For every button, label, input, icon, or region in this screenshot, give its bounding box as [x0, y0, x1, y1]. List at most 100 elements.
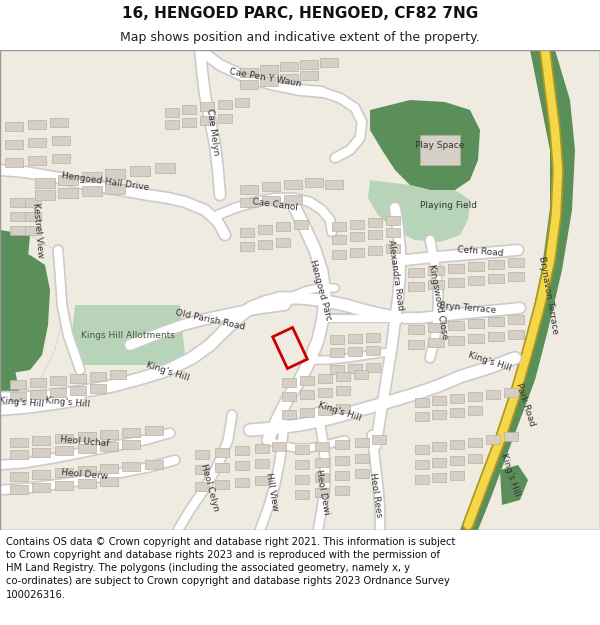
Polygon shape: [295, 460, 309, 469]
Polygon shape: [354, 370, 368, 379]
Polygon shape: [100, 464, 118, 473]
Polygon shape: [330, 348, 344, 357]
Polygon shape: [315, 458, 329, 467]
Text: Heol Uchaf: Heol Uchaf: [60, 436, 110, 449]
Polygon shape: [255, 476, 269, 485]
Polygon shape: [145, 460, 163, 469]
Polygon shape: [262, 182, 280, 191]
Polygon shape: [280, 74, 298, 83]
Polygon shape: [508, 315, 524, 324]
Polygon shape: [262, 196, 280, 205]
Polygon shape: [195, 465, 209, 474]
Text: Hengoed Parc: Hengoed Parc: [308, 259, 332, 321]
Polygon shape: [415, 412, 429, 421]
Polygon shape: [415, 398, 429, 407]
Polygon shape: [408, 340, 424, 349]
Polygon shape: [332, 250, 346, 259]
Polygon shape: [32, 470, 50, 479]
Polygon shape: [428, 323, 444, 332]
Polygon shape: [486, 390, 500, 399]
Polygon shape: [32, 436, 50, 445]
Polygon shape: [195, 482, 209, 491]
Polygon shape: [240, 80, 258, 89]
Polygon shape: [105, 169, 125, 179]
Polygon shape: [165, 120, 179, 129]
Polygon shape: [30, 378, 46, 387]
Polygon shape: [420, 135, 460, 165]
Text: King's Hill: King's Hill: [46, 396, 91, 408]
Text: King's Hill: King's Hill: [467, 351, 512, 373]
Polygon shape: [110, 370, 126, 379]
Polygon shape: [52, 136, 70, 145]
Polygon shape: [428, 266, 444, 275]
Text: Cae Melyn: Cae Melyn: [205, 108, 221, 156]
Polygon shape: [450, 394, 464, 403]
Polygon shape: [415, 475, 429, 484]
Polygon shape: [82, 172, 102, 182]
Polygon shape: [368, 230, 382, 239]
Polygon shape: [260, 77, 278, 86]
Polygon shape: [100, 430, 118, 439]
Polygon shape: [10, 212, 26, 221]
Polygon shape: [78, 466, 96, 475]
Polygon shape: [386, 228, 400, 237]
Polygon shape: [355, 454, 369, 463]
Polygon shape: [90, 372, 106, 381]
Polygon shape: [368, 218, 382, 227]
Polygon shape: [488, 317, 504, 326]
Polygon shape: [468, 276, 484, 285]
Polygon shape: [366, 346, 380, 355]
Polygon shape: [295, 445, 309, 454]
Polygon shape: [52, 154, 70, 163]
Text: Cefn Road: Cefn Road: [457, 246, 503, 259]
Polygon shape: [408, 282, 424, 291]
Polygon shape: [50, 118, 68, 127]
Polygon shape: [282, 378, 296, 387]
Polygon shape: [330, 365, 344, 374]
Polygon shape: [55, 481, 73, 490]
Polygon shape: [450, 440, 464, 449]
Text: King's Hill: King's Hill: [499, 452, 521, 498]
Polygon shape: [415, 460, 429, 469]
Polygon shape: [336, 386, 350, 395]
Polygon shape: [10, 198, 26, 207]
Polygon shape: [30, 390, 46, 399]
Polygon shape: [15, 235, 65, 395]
Polygon shape: [32, 483, 50, 492]
Text: Cae Canol: Cae Canol: [251, 198, 298, 212]
Polygon shape: [260, 65, 278, 74]
Polygon shape: [90, 384, 106, 393]
Polygon shape: [355, 469, 369, 478]
Polygon shape: [468, 438, 482, 447]
Polygon shape: [70, 305, 185, 365]
Text: King's Hill: King's Hill: [0, 396, 44, 408]
Text: Kingswood Close: Kingswood Close: [427, 264, 449, 341]
Polygon shape: [200, 116, 214, 125]
Polygon shape: [366, 333, 380, 342]
Polygon shape: [280, 62, 298, 71]
Polygon shape: [432, 458, 446, 467]
Polygon shape: [10, 438, 28, 447]
Polygon shape: [58, 188, 78, 198]
Text: Hill View: Hill View: [264, 472, 280, 512]
Polygon shape: [368, 246, 382, 255]
Polygon shape: [318, 374, 332, 383]
Polygon shape: [10, 472, 28, 481]
Polygon shape: [504, 388, 518, 397]
Polygon shape: [5, 140, 23, 149]
Polygon shape: [488, 260, 504, 269]
Polygon shape: [432, 473, 446, 482]
Polygon shape: [294, 220, 308, 229]
Polygon shape: [10, 485, 28, 494]
Polygon shape: [335, 440, 349, 449]
Polygon shape: [468, 319, 484, 328]
Polygon shape: [235, 478, 249, 487]
Polygon shape: [215, 448, 229, 457]
Text: King's Hill: King's Hill: [317, 401, 362, 423]
Polygon shape: [28, 156, 46, 165]
Polygon shape: [468, 392, 482, 401]
Polygon shape: [276, 222, 290, 231]
Text: Brynavon Terrace: Brynavon Terrace: [537, 256, 559, 334]
Polygon shape: [348, 334, 362, 343]
Polygon shape: [386, 244, 400, 253]
